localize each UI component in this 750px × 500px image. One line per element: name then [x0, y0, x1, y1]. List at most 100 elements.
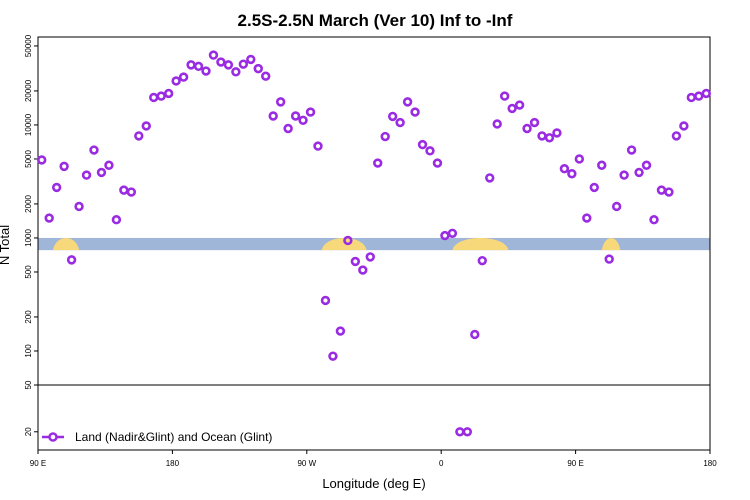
data-point: [664, 187, 674, 197]
data-point: [186, 60, 196, 70]
data-point: [626, 145, 637, 155]
data-point: [201, 66, 211, 76]
land-region: [321, 238, 367, 251]
data-point: [432, 158, 443, 168]
data-point: [178, 72, 189, 82]
legend-label: Land (Nadir&Glint) and Ocean (Glint): [75, 430, 272, 444]
data-point: [552, 128, 562, 138]
data-point: [111, 215, 122, 225]
y-tick-label: 5000: [24, 150, 33, 168]
legend: Land (Nadir&Glint) and Ocean (Glint): [42, 430, 272, 444]
data-point: [216, 57, 226, 67]
data-point: [335, 326, 346, 336]
y-tick-label: 50: [24, 380, 33, 389]
data-point: [305, 107, 316, 117]
data-point: [514, 100, 525, 110]
data-point: [582, 213, 592, 223]
y-axis: 50000 20000 10000 5000 2000 1000 500 200 100 50 20: [24, 34, 38, 436]
data-point: [149, 92, 159, 103]
data-point: [275, 97, 286, 107]
data-point: [544, 133, 555, 143]
x-axis: 90 E 180 90 W 0 90 E 180: [30, 450, 717, 468]
data-point: [119, 185, 129, 195]
legend-marker: [48, 432, 58, 442]
data-point: [74, 201, 84, 212]
data-point: [485, 173, 495, 183]
data-point: [37, 155, 47, 165]
data-point: [141, 121, 151, 131]
data-point: [574, 154, 585, 164]
data-point: [567, 169, 577, 179]
data-point: [231, 67, 241, 77]
data-point: [402, 97, 413, 107]
data-point: [589, 182, 599, 193]
data-point: [126, 187, 137, 197]
data-point: [649, 215, 659, 225]
data-point: [529, 117, 540, 128]
data-point: [223, 60, 234, 70]
data-point: [619, 170, 629, 180]
data-point: [81, 170, 92, 180]
data-point: [470, 329, 480, 340]
x-tick-label: 90 E: [567, 459, 583, 468]
data-point: [104, 160, 114, 170]
data-point: [253, 63, 263, 74]
x-tick-label: 0: [439, 459, 444, 468]
data-point: [611, 201, 622, 212]
data-point: [686, 92, 697, 103]
data-point: [320, 295, 331, 306]
data-point: [395, 117, 405, 128]
data-point: [156, 91, 166, 101]
data-point: [261, 71, 271, 81]
x-tick-label: 180: [166, 459, 180, 468]
data-points: [37, 50, 711, 437]
y-tick-label: 20: [24, 427, 33, 436]
x-tick-label: 90 E: [30, 459, 46, 468]
upper-plot-frame: [37, 36, 711, 386]
data-point: [410, 107, 420, 117]
data-point: [313, 141, 323, 151]
data-point: [238, 59, 249, 69]
x-tick-label: 90 W: [297, 459, 316, 468]
data-point: [171, 76, 181, 86]
y-axis-label: N Total: [0, 225, 12, 265]
data-point: [559, 164, 570, 174]
data-point: [387, 111, 398, 122]
chart-title: 2.5S-2.5N March (Ver 10) Inf to -Inf: [238, 11, 513, 30]
data-point: [604, 254, 614, 264]
y-tick-label: 200: [24, 310, 33, 324]
data-point: [290, 111, 301, 121]
data-point: [89, 145, 99, 155]
data-point: [246, 54, 256, 65]
data-point: [51, 182, 62, 193]
data-point: [537, 131, 547, 141]
data-point: [380, 131, 390, 142]
data-point: [373, 158, 383, 168]
data-point: [701, 88, 711, 99]
data-point: [455, 427, 465, 437]
data-point: [694, 91, 704, 101]
data-point: [193, 61, 204, 72]
data-point: [656, 185, 667, 195]
data-point: [298, 115, 308, 125]
y-tick-label: 20000: [24, 79, 33, 102]
y-tick-label: 1000: [24, 229, 33, 247]
data-point: [641, 160, 652, 170]
data-point: [350, 256, 361, 267]
data-point: [268, 111, 278, 121]
x-axis-label: Longitude (deg E): [322, 476, 425, 491]
data-point: [671, 131, 682, 141]
data-point: [597, 160, 607, 170]
data-point: [492, 119, 502, 129]
x-tick-label: 180: [703, 459, 717, 468]
data-point: [59, 161, 69, 172]
data-point: [679, 121, 689, 131]
land-region: [452, 238, 509, 251]
data-point: [163, 88, 174, 99]
data-point: [634, 167, 644, 178]
lower-plot-frame: [37, 384, 711, 451]
data-point: [507, 103, 517, 114]
data-point: [283, 123, 293, 134]
data-point: [365, 252, 375, 262]
